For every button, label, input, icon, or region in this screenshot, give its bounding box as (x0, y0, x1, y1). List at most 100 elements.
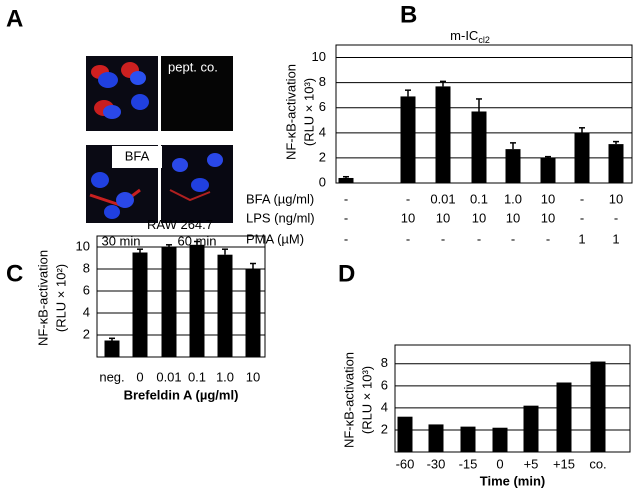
y-tick-label: 8 (83, 260, 90, 275)
plot-frame (96, 235, 266, 358)
y-tick-label: 2 (83, 326, 90, 341)
error-bar (222, 248, 228, 255)
x-tick-label: 0.1 (188, 369, 206, 384)
bar (428, 424, 444, 452)
error-bar (250, 262, 256, 269)
panel-label: C (6, 260, 23, 287)
condition-cell: 10 (472, 210, 486, 225)
title-text: RAW 264.7 (147, 217, 213, 232)
bar (104, 340, 120, 357)
condition-cell: 10 (609, 191, 623, 206)
condition-cell: - (406, 191, 410, 206)
title-text: m-IC (450, 28, 478, 43)
bar (540, 157, 556, 183)
y-tick-label: 6 (83, 282, 90, 297)
chart-title: RAW 264.7 (147, 217, 213, 232)
image-label: 30 min (101, 233, 140, 248)
error-bar (405, 89, 411, 97)
condition-cell: 0.1 (470, 191, 488, 206)
condition-cell: - (580, 210, 584, 225)
condition-cell: - (406, 231, 410, 246)
bar (338, 177, 354, 183)
condition-cell: - (511, 231, 515, 246)
error-bar (194, 240, 200, 245)
bar (608, 144, 624, 183)
bar (574, 132, 590, 183)
bar (217, 254, 233, 357)
y-tick-label: 8 (381, 355, 388, 370)
condition-cell: 10 (436, 210, 450, 225)
condition-cell: - (580, 191, 584, 206)
error-bar (510, 142, 516, 150)
condition-cell: 10 (541, 210, 555, 225)
y-tick-label: 6 (319, 99, 326, 114)
bar (400, 96, 416, 183)
error-bar (440, 80, 446, 87)
condition-cell: 1 (578, 231, 585, 246)
y-tick-label: 10 (312, 49, 326, 64)
y-tick-label: 2 (381, 421, 388, 436)
y-axis-label: (RLU × 10²) (53, 264, 68, 332)
condition-cell: - (441, 231, 445, 246)
x-tick-label: 0 (496, 456, 503, 471)
x-tick-label: co. (589, 456, 606, 471)
title-subscript: cl2 (478, 35, 490, 45)
error-bar (343, 175, 349, 178)
x-tick-label: 0.01 (156, 369, 181, 384)
y-tick-label: 4 (83, 304, 90, 319)
condition-cell: - (477, 231, 481, 246)
y-axis-label: (RLU × 10³) (301, 78, 316, 146)
error-bar (613, 140, 619, 145)
y-tick-label: 0 (319, 174, 326, 189)
x-tick-label: neg. (99, 369, 124, 384)
y-tick-label: 2 (319, 149, 326, 164)
y-tick-label: 10 (76, 238, 90, 253)
chart-title: m-ICcl2 (450, 28, 490, 45)
condition-cell: - (614, 210, 618, 225)
bar (471, 111, 487, 183)
panel-label: B (400, 1, 417, 28)
condition-cell: 1 (612, 231, 619, 246)
condition-cell: 10 (541, 191, 555, 206)
y-tick-label: 8 (319, 74, 326, 89)
image-label: BFA (125, 148, 150, 163)
x-axis-label: Time (min) (480, 473, 546, 488)
y-axis-label: (RLU × 10³) (359, 366, 374, 434)
panel-label: D (338, 260, 355, 287)
bar (492, 427, 508, 452)
condition-cell: 10 (506, 210, 520, 225)
x-tick-label: -30 (427, 456, 446, 471)
bar (397, 416, 413, 452)
y-axis-label: NF-κB-activation (341, 352, 356, 448)
bar (590, 361, 606, 452)
image-label: pept. co. (168, 59, 218, 74)
y-axis-label: NF-κB-activation (283, 64, 298, 160)
bar (460, 426, 476, 452)
y-axis-label: NF-κB-activation (35, 250, 50, 346)
x-tick-label: -15 (459, 456, 478, 471)
condition-label: PMA (µM) (246, 231, 304, 246)
x-tick-label: 1.0 (216, 369, 234, 384)
y-tick-label: 6 (381, 377, 388, 392)
condition-cell: - (344, 231, 348, 246)
error-bar (476, 98, 482, 112)
bar (161, 247, 177, 357)
error-bar (109, 337, 115, 341)
x-tick-label: +15 (553, 456, 575, 471)
bar (245, 269, 261, 357)
bar (189, 244, 205, 357)
y-tick-label: 4 (319, 124, 326, 139)
panel-label: A (6, 5, 23, 32)
x-tick-label: 0 (136, 369, 143, 384)
bar (132, 252, 148, 357)
condition-cell: - (344, 210, 348, 225)
condition-label: LPS (ng/ml) (246, 210, 315, 225)
y-tick-label: 4 (381, 399, 388, 414)
bar (556, 382, 572, 452)
plot-frame (394, 344, 631, 453)
x-axis-label: Brefeldin A (µg/ml) (124, 387, 239, 402)
error-bar (545, 155, 551, 158)
condition-label: BFA (µg/ml) (246, 191, 314, 206)
condition-cell: - (344, 191, 348, 206)
